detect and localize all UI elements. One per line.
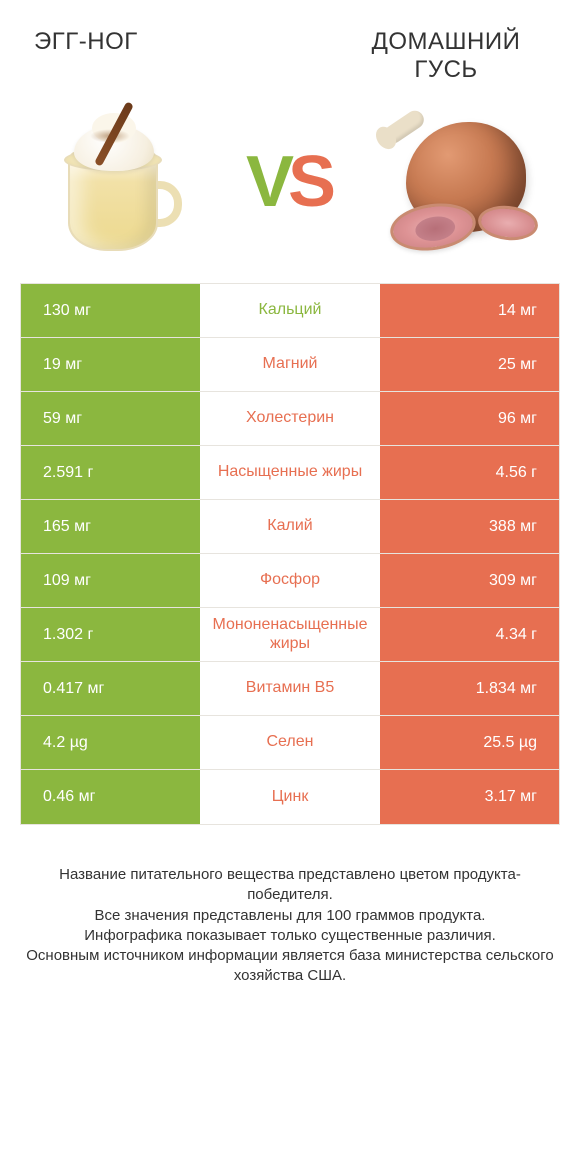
vs-s: S <box>288 141 334 223</box>
right-value: 388 мг <box>380 500 559 553</box>
right-value: 3.17 мг <box>380 770 559 824</box>
table-row: 130 мгКальций14 мг <box>21 284 559 338</box>
goose-image <box>370 97 560 267</box>
table-row: 0.417 мгВитамин B51.834 мг <box>21 662 559 716</box>
footer-line: Название питательного вещества представл… <box>20 865 560 906</box>
left-value: 19 мг <box>21 338 200 391</box>
footer-line: Основным источником информации является … <box>20 946 560 987</box>
nutrient-label: Кальций <box>200 284 379 337</box>
left-value: 0.46 мг <box>21 770 200 824</box>
nutrient-label: Витамин B5 <box>200 662 379 715</box>
table-row: 1.302 гМононенасыщенные жиры4.34 г <box>21 608 559 662</box>
table-row: 19 мгМагний25 мг <box>21 338 559 392</box>
eggnog-image <box>20 97 210 267</box>
right-value: 25.5 µg <box>380 716 559 769</box>
left-value: 59 мг <box>21 392 200 445</box>
right-value: 309 мг <box>380 554 559 607</box>
nutrient-label: Мононенасыщенные жиры <box>200 608 379 661</box>
title-row: ЭГГ-НОГ ДОМАШНИЙ ГУСЬ <box>0 0 580 93</box>
right-value: 14 мг <box>380 284 559 337</box>
left-value: 2.591 г <box>21 446 200 499</box>
left-value: 165 мг <box>21 500 200 553</box>
nutrient-label: Фосфор <box>200 554 379 607</box>
nutrient-label: Калий <box>200 500 379 553</box>
vs-label: VS <box>246 141 334 223</box>
nutrient-label: Холестерин <box>200 392 379 445</box>
left-value: 130 мг <box>21 284 200 337</box>
footer-line: Все значения представлены для 100 граммо… <box>20 906 560 926</box>
right-value: 4.34 г <box>380 608 559 661</box>
image-row: VS <box>0 93 580 283</box>
table-row: 165 мгКалий388 мг <box>21 500 559 554</box>
table-row: 2.591 гНасыщенные жиры4.56 г <box>21 446 559 500</box>
right-value: 25 мг <box>380 338 559 391</box>
nutrient-label: Насыщенные жиры <box>200 446 379 499</box>
vs-v: V <box>246 141 292 223</box>
nutrient-label: Магний <box>200 338 379 391</box>
title-left: ЭГГ-НОГ <box>34 28 138 83</box>
table-row: 0.46 мгЦинк3.17 мг <box>21 770 559 824</box>
table-row: 109 мгФосфор309 мг <box>21 554 559 608</box>
left-value: 4.2 µg <box>21 716 200 769</box>
comparison-table: 130 мгКальций14 мг19 мгМагний25 мг59 мгХ… <box>20 283 560 825</box>
table-row: 4.2 µgСелен25.5 µg <box>21 716 559 770</box>
left-value: 1.302 г <box>21 608 200 661</box>
title-right: ДОМАШНИЙ ГУСЬ <box>346 28 546 83</box>
left-value: 0.417 мг <box>21 662 200 715</box>
table-row: 59 мгХолестерин96 мг <box>21 392 559 446</box>
footer-text: Название питательного вещества представл… <box>20 865 560 987</box>
left-value: 109 мг <box>21 554 200 607</box>
right-value: 4.56 г <box>380 446 559 499</box>
right-value: 1.834 мг <box>380 662 559 715</box>
nutrient-label: Селен <box>200 716 379 769</box>
footer-line: Инфографика показывает только существенн… <box>20 926 560 946</box>
right-value: 96 мг <box>380 392 559 445</box>
nutrient-label: Цинк <box>200 770 379 824</box>
